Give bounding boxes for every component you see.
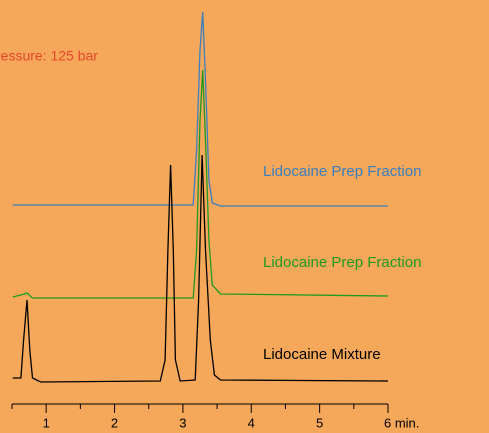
x-tick-label: 6 min. [384, 415, 419, 430]
series-label: Lidocaine Mixture [263, 346, 381, 363]
series-label: Lidocaine Prep Fraction [263, 163, 421, 180]
annotation: ressure: 125 bar [0, 48, 98, 64]
x-tick-label: 1 [43, 415, 50, 430]
series-label: Lidocaine Prep Fraction [263, 254, 421, 271]
x-tick-label: 5 [316, 415, 323, 430]
trace [12, 69, 389, 299]
x-tick-label: 2 [111, 415, 118, 430]
x-tick-label: 4 [248, 415, 255, 430]
trace [12, 11, 388, 207]
x-tick-label: 3 [179, 415, 186, 430]
trace [12, 154, 389, 383]
